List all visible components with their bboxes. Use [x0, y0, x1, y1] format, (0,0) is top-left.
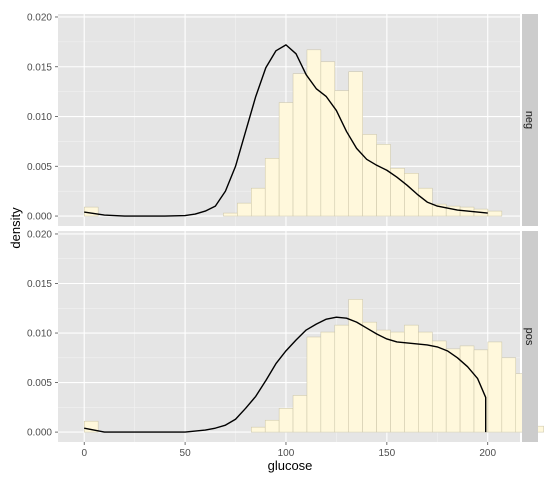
facet-strip-label: pos: [523, 328, 535, 346]
histogram-bar: [320, 61, 336, 217]
facet-panels: 0.0000.0050.0100.0150.020neg0.0000.0050.…: [27, 12, 544, 442]
histogram-bar: [487, 341, 503, 433]
y-tick-label: 0.005: [27, 378, 52, 389]
y-tick-label: 0.020: [27, 12, 52, 23]
y-tick-label: 0.010: [27, 112, 52, 123]
histogram-bar: [362, 134, 377, 217]
facet-strip: [522, 231, 538, 442]
histogram-bar: [264, 419, 280, 433]
histogram-bar: [306, 49, 322, 217]
x-axis: 0 50 100 150 200: [81, 442, 496, 459]
histogram-bar: [83, 420, 99, 433]
histogram-bar: [376, 144, 391, 217]
histogram-bar: [459, 345, 475, 433]
y-axis-title: density: [8, 207, 23, 249]
histogram-bar: [223, 212, 238, 217]
y-tick-label: 0.015: [27, 62, 52, 73]
histogram-bar: [251, 426, 266, 433]
histogram-bar: [320, 331, 336, 433]
facet-panel-neg: 0.000 0.005 0.010 0.015 0.020 neg: [27, 12, 538, 226]
histogram-bar: [390, 168, 405, 217]
histogram-bar: [251, 187, 266, 217]
x-tick-label: 0: [81, 448, 87, 459]
histogram-bar: [362, 321, 377, 433]
histogram-bar: [501, 357, 517, 433]
histogram-bar: [404, 172, 419, 217]
y-tick-label: 0.010: [27, 329, 52, 340]
histogram-bar: [334, 90, 349, 217]
density-curve: [84, 316, 487, 433]
y-tick-label: 0.000: [27, 212, 52, 223]
histogram-bar: [306, 336, 322, 433]
histogram-bar: [390, 331, 405, 433]
y-tick-label: 0.005: [27, 162, 52, 173]
y-tick-label: 0.020: [27, 229, 52, 240]
y-tick-label: 0.000: [27, 428, 52, 439]
histogram-bar: [445, 348, 461, 433]
x-tick-label: 100: [278, 448, 295, 459]
histogram-bar: [83, 206, 99, 217]
histogram-bar: [292, 73, 308, 217]
x-tick-label: 200: [479, 448, 496, 459]
x-axis-title: glucose: [268, 458, 313, 473]
histogram-bar: [487, 210, 503, 217]
histogram-bar: [348, 71, 363, 217]
density-curve: [84, 44, 488, 217]
histogram-bar: [376, 329, 391, 433]
facet-strip-label: neg: [523, 111, 535, 129]
facet-strip: [522, 14, 538, 226]
histogram-bar: [404, 324, 419, 433]
y-tick-label: 0.015: [27, 279, 52, 290]
histogram-bar: [418, 331, 433, 433]
x-tick-label: 150: [379, 448, 396, 459]
histogram-bar: [334, 324, 349, 433]
facet-panel-pos: 0.000 0.005 0.010 0.015 0.020 pos: [27, 229, 544, 442]
histogram-bar: [278, 102, 294, 217]
histogram-bar: [418, 187, 433, 217]
histogram-bar: [264, 158, 280, 217]
x-tick-label: 50: [180, 448, 192, 459]
histogram-bar: [237, 202, 252, 217]
histogram-bar: [278, 408, 294, 433]
histogram-bar: [292, 395, 308, 433]
histogram-bar: [431, 340, 447, 433]
